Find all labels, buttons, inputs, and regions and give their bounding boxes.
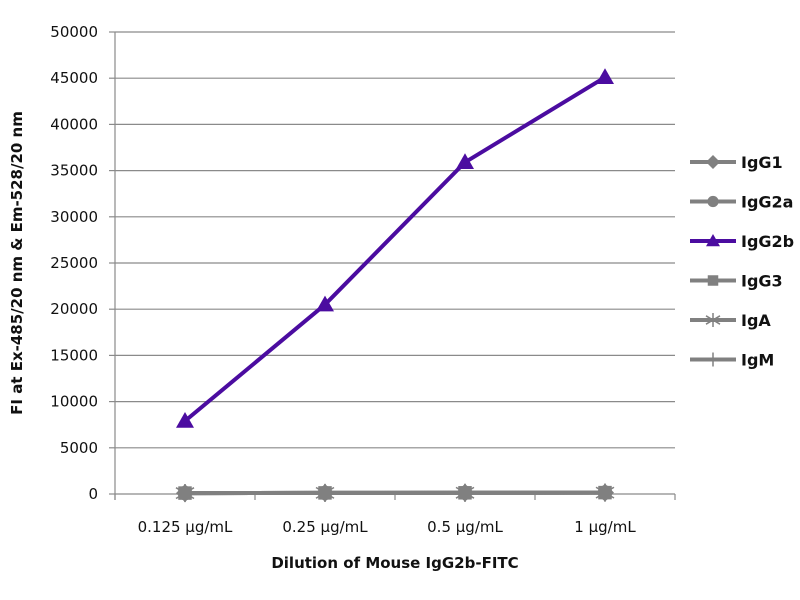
y-tick-label: 20000	[50, 300, 98, 318]
y-tick-label: 35000	[50, 162, 98, 180]
y-tick-label: 40000	[50, 115, 98, 133]
y-tick-label: 50000	[50, 23, 98, 41]
y-axis-title: FI at Ex-485/20 nm & Em-528/20 nm	[8, 111, 26, 415]
x-tick-label: 0.125 µg/mL	[138, 518, 233, 536]
legend-label: IgM	[741, 351, 774, 370]
marker-square	[707, 275, 719, 286]
legend-label: IgG3	[741, 272, 783, 291]
marker-star	[705, 313, 721, 327]
legend: IgG1 IgG2a IgG2b IgG3 IgA IgM	[690, 153, 794, 370]
marker-triangle	[316, 295, 334, 312]
x-axis-ticks: 0.125 µg/mL 0.25 µg/mL 0.5 µg/mL 1 µg/mL	[114, 494, 676, 536]
marker-circle	[707, 195, 719, 208]
y-tick-label: 10000	[50, 393, 98, 411]
marker-triangle	[706, 234, 720, 247]
legend-item-igm: IgM	[690, 351, 774, 370]
marker-triangle	[176, 412, 194, 428]
y-tick-label: 30000	[50, 208, 98, 226]
gridlines	[114, 31, 675, 500]
y-tick-label: 15000	[50, 346, 98, 364]
marker-stroke	[705, 315, 721, 325]
x-tick-label: 0.5 µg/mL	[427, 518, 503, 536]
y-tick-label: 5000	[60, 439, 98, 457]
legend-item-igg2b: IgG2b	[690, 232, 794, 251]
legend-label: IgG1	[741, 153, 783, 172]
x-tick-label: 1 µg/mL	[574, 518, 636, 536]
legend-label: IgA	[741, 311, 771, 330]
series-igm	[184, 483, 606, 503]
series-igg2b	[176, 68, 614, 428]
marker-diamond	[706, 155, 720, 169]
marker-triangle	[456, 153, 474, 170]
y-tick-label: 45000	[50, 69, 98, 87]
series-lines	[175, 68, 615, 503]
legend-label: IgG2b	[741, 232, 794, 251]
legend-item-igg3: IgG3	[690, 272, 783, 291]
x-tick-label: 0.25 µg/mL	[282, 518, 368, 536]
x-axis-title: Dilution of Mouse IgG2b-FITC	[271, 554, 518, 572]
y-tick-label: 25000	[50, 254, 98, 272]
marker-triangle	[596, 68, 614, 85]
y-tick-label: 0	[88, 485, 98, 503]
series-line	[183, 75, 607, 423]
legend-item-igg2a: IgG2a	[690, 193, 793, 212]
legend-label: IgG2a	[741, 193, 793, 212]
legend-item-iga: IgA	[690, 311, 771, 330]
legend-item-igg1: IgG1	[690, 153, 783, 172]
y-axis-ticks: 0 5000 10000 15000 20000 25000 30000 35000 40000…	[50, 23, 115, 503]
